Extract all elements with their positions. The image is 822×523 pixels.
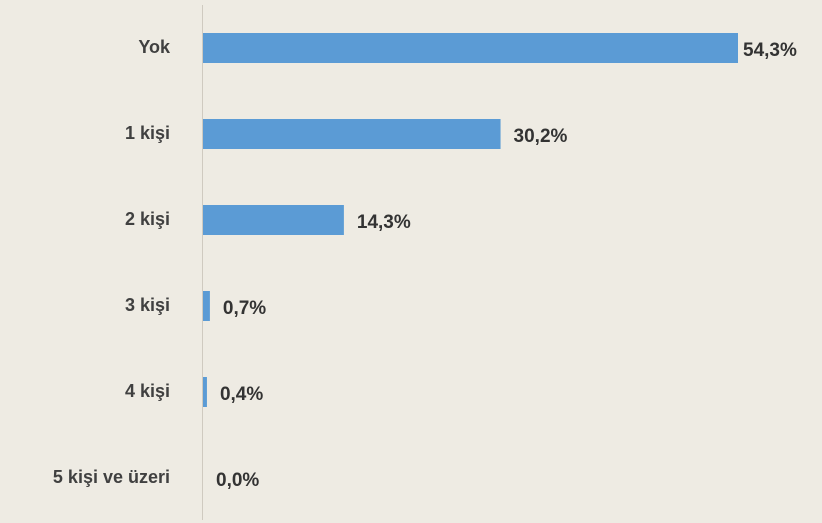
value-label: 30,2% — [514, 126, 568, 147]
y-tick-label: 2 kişi — [125, 209, 170, 229]
bar — [203, 377, 207, 407]
y-tick-label: 5 kişi ve üzeri — [53, 467, 170, 487]
bar — [203, 33, 738, 63]
value-label: 0,7% — [223, 298, 266, 319]
bar — [203, 119, 501, 149]
value-label: 14,3% — [357, 212, 411, 233]
value-label: 0,4% — [220, 384, 263, 405]
value-label: 0,0% — [216, 470, 259, 491]
bar — [203, 291, 210, 321]
bar — [203, 205, 344, 235]
y-tick-label: 3 kişi — [125, 295, 170, 315]
y-tick-label: Yok — [138, 37, 171, 57]
y-tick-label: 4 kişi — [125, 381, 170, 401]
value-label: 54,3% — [743, 40, 797, 61]
y-tick-label: 1 kişi — [125, 123, 170, 143]
